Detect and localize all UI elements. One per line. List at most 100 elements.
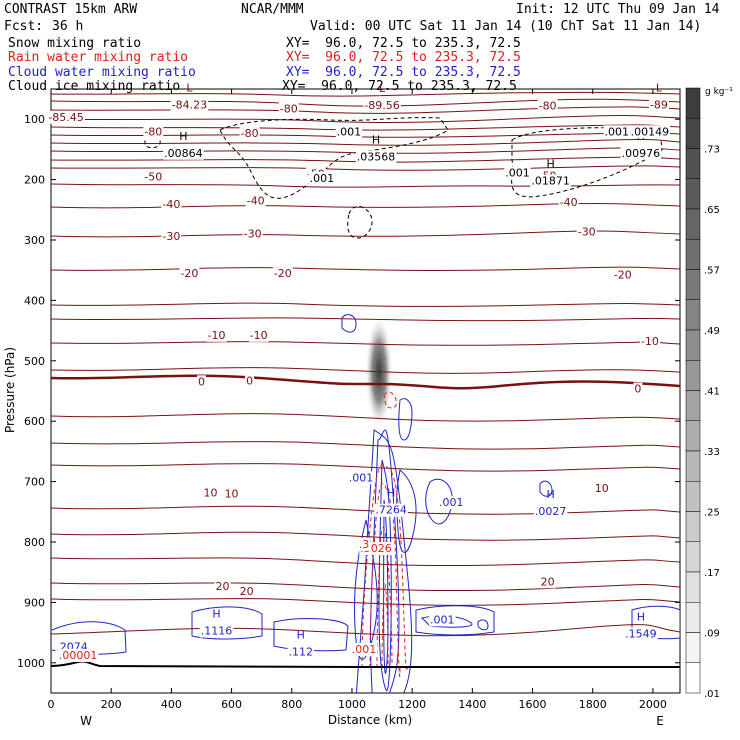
- colorbar-label: .49: [704, 326, 720, 337]
- contour-label: -80: [144, 125, 162, 138]
- contour-label-bg: [624, 627, 658, 641]
- colorbar-label: .57: [704, 266, 720, 277]
- snow-core-shading: [365, 320, 393, 436]
- contour-label-bg: [576, 225, 597, 239]
- y-tick-label: 100: [24, 113, 45, 126]
- contour-label: .001: [430, 613, 455, 626]
- isotherm: [51, 124, 680, 131]
- y-tick-label: 300: [24, 234, 45, 247]
- extremum-marker: L: [379, 82, 386, 95]
- contour-label: -40: [162, 198, 180, 211]
- colorbar-swatch: [685, 450, 701, 482]
- valid-time: Valid: 00 UTC Sat 11 Jan 14 (10 ChT Sat …: [310, 19, 702, 34]
- cloud-water-contour: [370, 429, 400, 693]
- contour-label: .00001: [59, 649, 98, 662]
- extremum-marker: H: [546, 158, 554, 171]
- isotherm: [51, 266, 680, 272]
- contour-label-bg: [530, 174, 571, 188]
- colorbar-swatch: [685, 632, 701, 663]
- contour-label-bg: [558, 195, 579, 209]
- y-tick-label: 900: [24, 596, 45, 609]
- contour-label-bg: [143, 125, 164, 139]
- colorbar-swatch: [685, 269, 701, 300]
- isotherm: [51, 114, 680, 123]
- cloud-water-contour: [396, 469, 417, 553]
- contour-label-bg: [239, 127, 260, 141]
- contour-label: -89: [650, 98, 668, 111]
- contour-label: .001: [605, 125, 630, 138]
- colorbar-swatch: [685, 239, 701, 270]
- colorbar-swatch: [685, 571, 701, 603]
- colorbar-swatch: [685, 118, 701, 149]
- contour-label: -20: [180, 267, 198, 280]
- forecast-label: Fcst:: [4, 19, 44, 34]
- contour-label: -40: [247, 195, 265, 208]
- colorbar-label: .25: [704, 508, 720, 519]
- contour-label: -84.23: [172, 98, 207, 111]
- colorbar-swatch: [685, 602, 701, 633]
- contour-label: -40: [560, 196, 578, 209]
- extremum-marker: H: [179, 130, 187, 143]
- y-tick-label: 600: [24, 415, 45, 428]
- rain-water-contour: [361, 464, 409, 670]
- contour-label-bg: [238, 584, 255, 598]
- isotherm: [51, 598, 680, 606]
- colorbar-label: .01: [704, 689, 720, 700]
- cloud-ice-contour: [347, 206, 373, 239]
- cloud-water-contour: [539, 480, 553, 497]
- isotherm: [51, 367, 680, 374]
- extremum-marker: L: [186, 81, 193, 94]
- legend-cloud-water: Cloud water mixing ratio: [8, 65, 196, 80]
- extremum-marker: H: [212, 608, 220, 621]
- isotherm: [51, 505, 680, 515]
- isotherm: [51, 557, 680, 567]
- y-tick-label: 700: [24, 476, 45, 489]
- contour-label-bg: [363, 99, 401, 113]
- contour-label-bg: [163, 146, 204, 160]
- cloud-ice-contour: [511, 127, 663, 198]
- contour-label-bg: [57, 648, 99, 662]
- contour-label: 20: [216, 580, 230, 593]
- x-tick-label: 0: [48, 698, 55, 711]
- extremum-marker: H: [372, 133, 380, 146]
- cloud-water-contour: [425, 478, 453, 525]
- x-tick-label: 1600: [519, 698, 547, 711]
- model-title: CONTRAST 15km ARW: [4, 2, 138, 17]
- isotherm: [51, 624, 680, 637]
- cloud-water-contour: [191, 606, 263, 640]
- contour-label: .7264: [375, 504, 407, 517]
- contour-label: -10: [208, 329, 226, 342]
- x-tick-label: 1000: [338, 698, 366, 711]
- colorbar-swatch: [685, 420, 701, 452]
- isotherm: [51, 302, 680, 307]
- contour-label: 0: [634, 383, 641, 396]
- y-tick-label: 200: [24, 174, 45, 187]
- isotherm: [51, 317, 680, 322]
- contour-label: .001: [337, 125, 362, 138]
- contour-label: 0: [198, 375, 205, 388]
- contour-label: .1116: [201, 625, 233, 638]
- x-tick-label: 400: [161, 698, 182, 711]
- colorbar-label: .17: [704, 568, 720, 579]
- colorbar-label: .33: [704, 447, 720, 458]
- contour-label-bg: [196, 375, 206, 389]
- freezing-level-isotherm: [51, 374, 680, 390]
- x-tick-label: 200: [101, 698, 122, 711]
- x-tick-label: 800: [281, 698, 302, 711]
- cloud-water-contour: [383, 499, 389, 674]
- contour-label-bg: [199, 624, 234, 638]
- contour-label: 10: [225, 488, 239, 501]
- colorbar-swatch: [685, 481, 701, 512]
- contour-label: -30: [578, 226, 596, 239]
- contour-label-bg: [143, 170, 164, 184]
- legend-snow-xy: XY= 96.0, 72.5 to 235.3, 72.5: [286, 36, 521, 51]
- contour-label-bg: [170, 98, 209, 112]
- legend-cloud-ice-xy: XY= 96.0, 72.5 to 235.3, 72.5: [282, 79, 517, 94]
- contour-label-bg: [202, 486, 219, 500]
- terrain-line: [51, 660, 680, 668]
- contour-label-bg: [428, 613, 456, 627]
- cloud-ice-contour: [219, 117, 449, 199]
- legend-cloud-water-xy: XY= 96.0, 72.5 to 235.3, 72.5: [286, 65, 521, 80]
